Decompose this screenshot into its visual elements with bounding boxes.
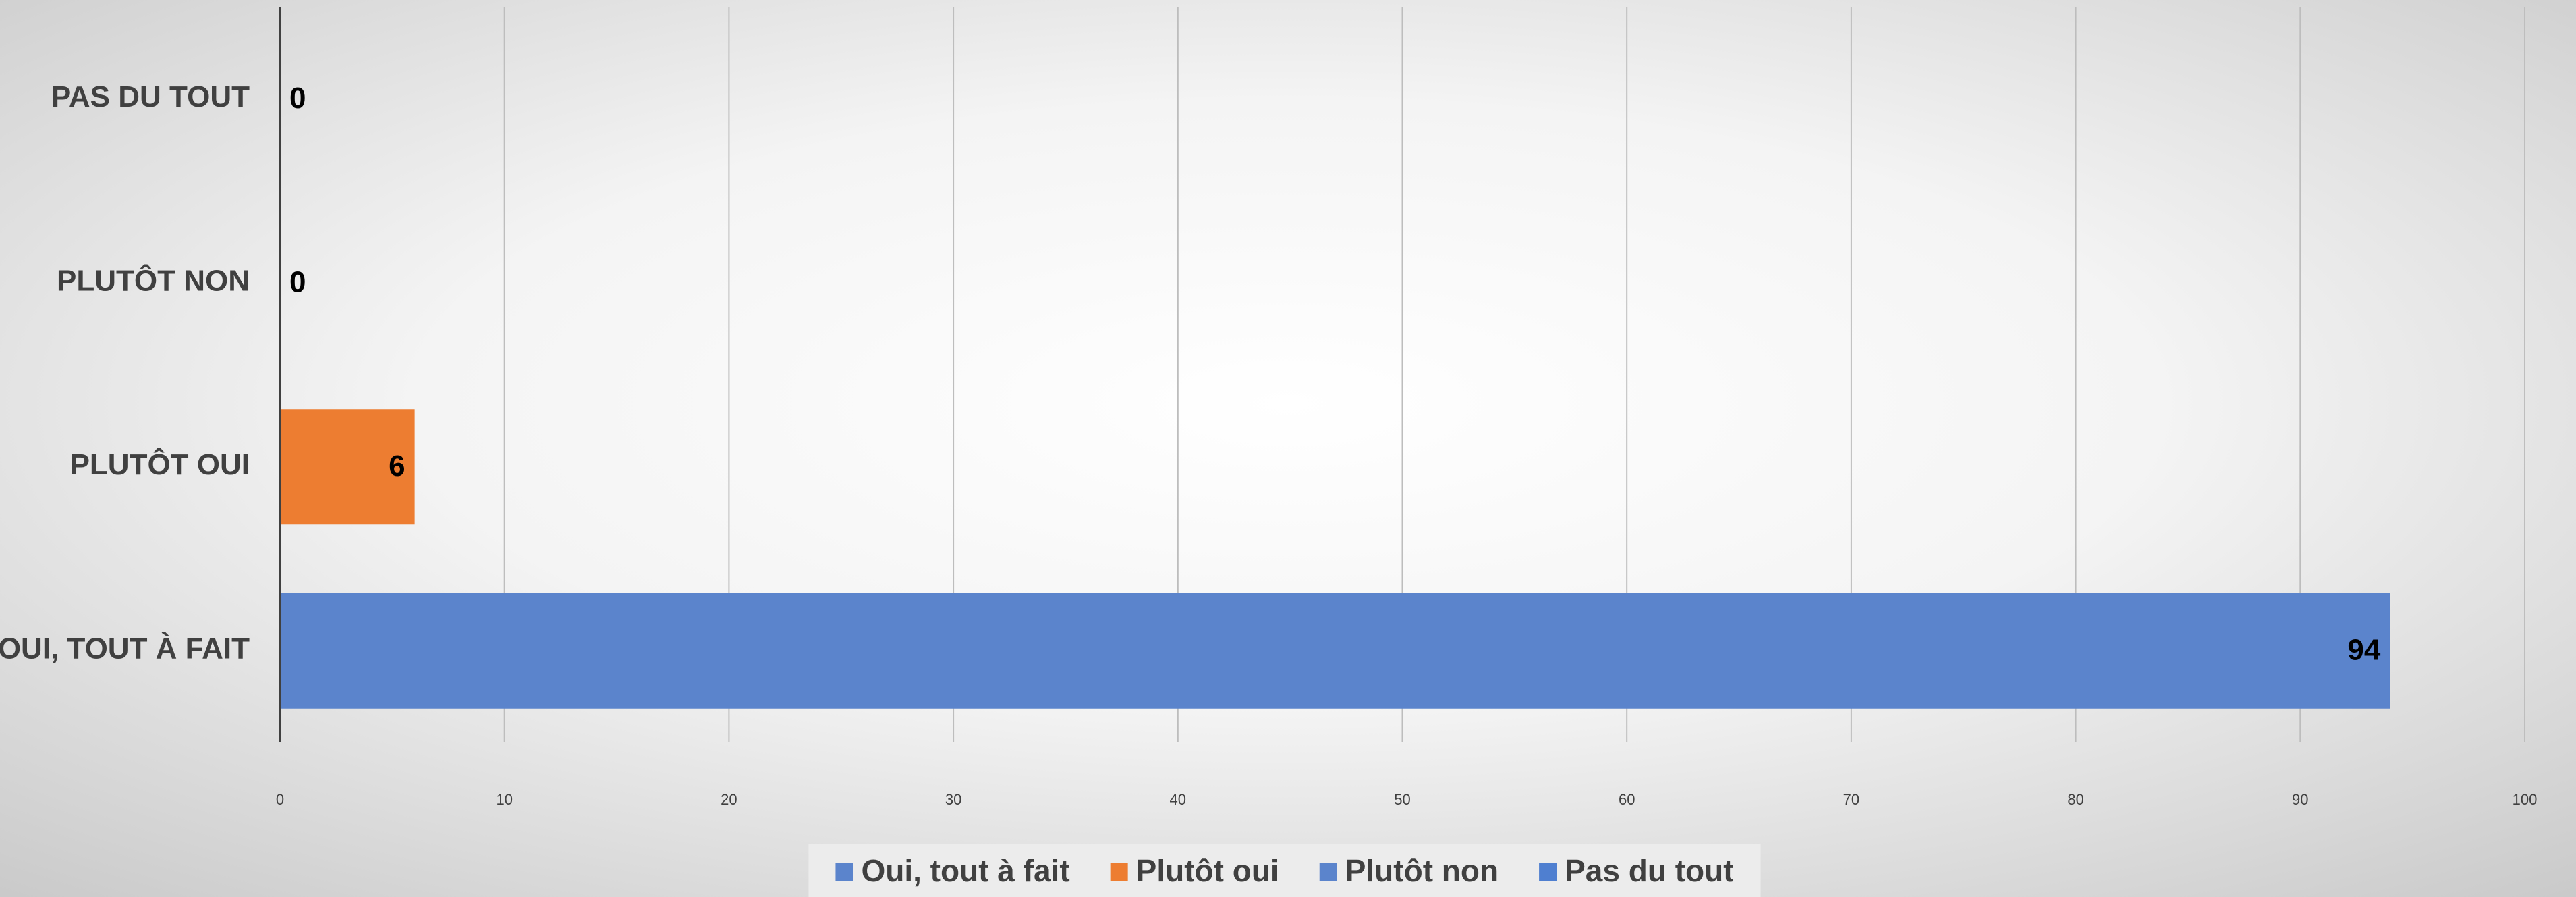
category-label: PLUTÔT NON (57, 263, 250, 297)
data-label: 6 (389, 450, 405, 483)
x-tick-label: 20 (721, 791, 737, 808)
legend-label: Plutôt oui (1136, 853, 1279, 888)
legend-label: Oui, tout à fait (861, 853, 1069, 888)
legend-swatch (1539, 863, 1557, 881)
x-tick-label: 80 (2067, 791, 2083, 808)
data-label: 94 (2347, 633, 2380, 666)
x-tick-label: 40 (1170, 791, 1186, 808)
category-label: PAS DU TOUT (51, 80, 250, 113)
x-tick-label: 90 (2292, 791, 2308, 808)
x-tick-label: 50 (1394, 791, 1410, 808)
x-tick-label: 100 (2513, 791, 2538, 808)
x-tick-label: 30 (945, 791, 961, 808)
legend-swatch (835, 863, 853, 881)
legend-background (808, 844, 1761, 897)
x-tick-label: 0 (276, 791, 284, 808)
x-tick-label: 10 (496, 791, 512, 808)
category-label: OUI, TOUT À FAIT (0, 631, 250, 665)
legend-label: Plutôt non (1345, 853, 1499, 888)
data-label: 0 (289, 82, 306, 115)
bar (280, 593, 2390, 709)
category-label: PLUTÔT OUI (70, 447, 250, 481)
legend-swatch (1319, 863, 1337, 881)
x-tick-label: 70 (1843, 791, 1859, 808)
bar (280, 409, 415, 525)
legend-label: Pas du tout (1565, 853, 1733, 888)
legend-swatch (1110, 863, 1128, 881)
x-tick-label: 60 (1619, 791, 1635, 808)
data-label: 0 (289, 265, 306, 298)
